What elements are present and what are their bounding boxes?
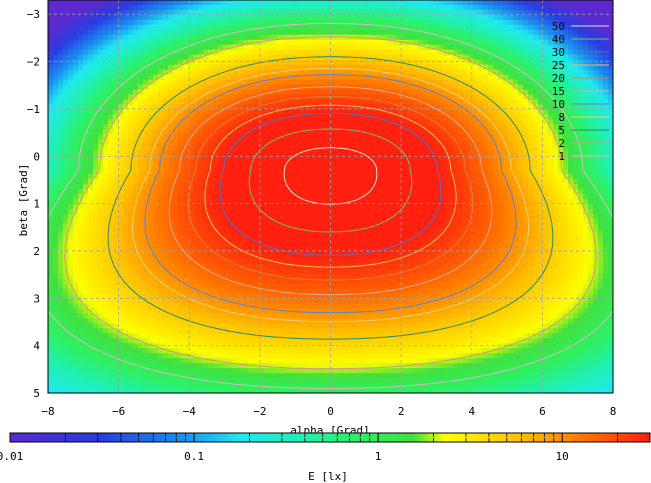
legend-label: 40 — [552, 33, 565, 46]
contour-8 — [131, 68, 530, 323]
colorbar-tick-label: 10 — [556, 450, 569, 463]
x-tick-label: 2 — [398, 405, 405, 418]
contour-50 — [283, 147, 378, 205]
x-tick-label: 8 — [610, 405, 617, 418]
legend-label: 15 — [552, 85, 565, 98]
y-axis-label: beta [Grad] — [17, 164, 30, 237]
y-tick-label: 0 — [33, 150, 40, 163]
contour-25 — [204, 104, 457, 268]
colorbar-tick-label: 0.01 — [0, 450, 23, 463]
x-tick-label: −6 — [112, 405, 125, 418]
colorbar-tick-label: 1 — [375, 450, 382, 463]
plot-frame — [47, 0, 614, 394]
legend-label: 8 — [558, 111, 565, 124]
x-tick-label: −8 — [41, 405, 54, 418]
x-tick-label: −4 — [183, 405, 197, 418]
y-tick-label: 5 — [33, 387, 40, 400]
y-tick-label: 4 — [33, 340, 40, 353]
y-tick-label: 3 — [33, 292, 40, 305]
contour-40 — [248, 128, 413, 233]
x-axis-ticks: −8 −6 −4 −2 0 2 4 6 8 — [41, 405, 616, 418]
x-tick-label: 0 — [327, 405, 334, 418]
contour-20 — [187, 96, 474, 281]
x-tick-label: 4 — [468, 405, 475, 418]
legend-label: 30 — [552, 46, 565, 59]
legend-label: 25 — [552, 59, 565, 72]
legend-label: 10 — [552, 98, 565, 111]
contour-15 — [168, 86, 493, 296]
y-tick-label: 2 — [33, 245, 40, 258]
legend-label: 1 — [558, 150, 565, 163]
y-tick-label: −1 — [27, 103, 40, 116]
colorbar-ticks: 0.01 0.1 1 10 — [0, 433, 651, 463]
y-tick-label: −3 — [27, 8, 40, 21]
contour-lines — [48, 23, 613, 389]
heatmap-field — [48, 0, 613, 393]
x-tick-label: 6 — [539, 405, 546, 418]
contour-5 — [107, 56, 554, 340]
x-tick-label: −2 — [253, 405, 266, 418]
colorbar-label: E [lx] — [308, 470, 348, 483]
legend-label: 2 — [558, 137, 565, 150]
contour-1 — [48, 23, 613, 389]
legend-label: 5 — [558, 124, 565, 137]
contour-2 — [64, 36, 597, 370]
y-axis-ticks: −3 −2 −1 0 1 2 3 4 5 — [27, 8, 41, 400]
legend-label: 50 — [552, 20, 565, 33]
y-tick-label: −2 — [27, 56, 40, 69]
colorbar-tick-label: 0.1 — [184, 450, 204, 463]
legend-label: 20 — [552, 72, 565, 85]
contour-10 — [144, 74, 517, 314]
contour-30 — [219, 112, 442, 256]
y-tick-label: 1 — [33, 198, 40, 211]
